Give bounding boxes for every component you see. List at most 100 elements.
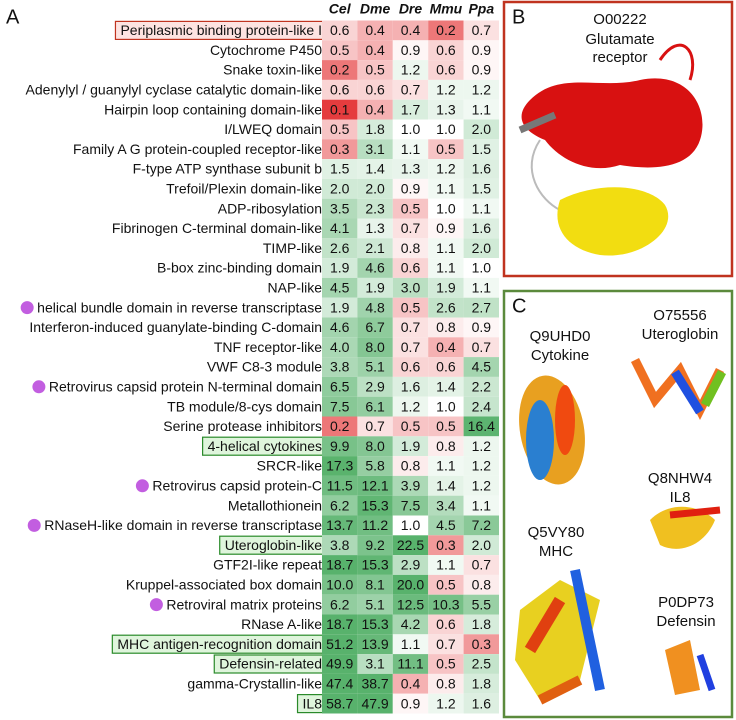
cell-value: 58.7 <box>326 695 353 711</box>
heat-cell <box>428 357 464 377</box>
heat-cell <box>392 238 429 259</box>
row-label: Retroviral matrix proteins <box>166 596 322 612</box>
cell-value: 2.0 <box>472 121 492 137</box>
cell-value: 1.3 <box>401 161 421 177</box>
heat-cell <box>463 79 499 100</box>
heat-cell <box>428 495 464 516</box>
cell-value: 2.0 <box>472 537 492 553</box>
heat-cell <box>357 357 393 377</box>
heat-cell <box>357 396 393 417</box>
row-label: B-box zinc-binding domain <box>157 260 322 276</box>
cell-value: 17.3 <box>326 458 353 474</box>
cell-value: 10.3 <box>432 596 459 612</box>
heat-cell <box>463 60 499 80</box>
cell-value: 18.7 <box>326 616 353 632</box>
panel-c: C Q9UHD0 Cytokine O75556 Uteroglobin Q8N… <box>502 289 734 719</box>
heat-cell <box>322 614 358 635</box>
cell-value: 22.5 <box>397 537 424 553</box>
heat-cell <box>463 218 499 239</box>
cell-value: 1.0 <box>436 121 456 137</box>
cell-value: 3.0 <box>401 280 421 296</box>
cell-value: 2.4 <box>472 398 492 414</box>
cell-value: 2.6 <box>436 299 456 315</box>
column-header: Mmu <box>430 1 463 17</box>
row-label: Interferon-induced guanylate-binding C-d… <box>29 319 322 335</box>
panel-b: B O00222 Glutamate receptor <box>502 0 734 278</box>
row-label: Adenylyl / guanylyl cyclase catalytic do… <box>26 82 323 98</box>
row-label: ADP-ribosylation <box>218 200 322 216</box>
cell-value: 15.3 <box>361 497 388 513</box>
cell-value: 18.7 <box>326 557 353 573</box>
cell-value: 0.5 <box>436 418 456 434</box>
heat-cell <box>392 555 429 575</box>
heat-cell <box>322 277 358 298</box>
heat-cell <box>322 238 358 259</box>
heat-cell <box>322 159 358 179</box>
cell-value: 0.5 <box>401 299 421 315</box>
heat-cell <box>463 396 499 417</box>
cell-value: 0.5 <box>330 42 350 58</box>
cell-value: 0.3 <box>436 537 456 553</box>
cell-value: 0.7 <box>436 636 456 652</box>
cell-value: 0.8 <box>436 319 456 335</box>
heat-cell <box>322 119 358 140</box>
heat-cell <box>428 119 464 140</box>
cell-value: 1.2 <box>436 161 456 177</box>
cell-value: 1.0 <box>436 200 456 216</box>
cell-value: 1.8 <box>472 616 492 632</box>
cell-value: 11.1 <box>397 656 423 672</box>
cell-value: 1.2 <box>436 695 456 711</box>
heat-cell <box>428 297 464 318</box>
heat-cell <box>357 79 393 100</box>
heat-cell <box>357 258 393 278</box>
heat-cell <box>428 20 464 41</box>
cell-value: 1.2 <box>436 82 456 98</box>
heat-cell <box>357 555 393 575</box>
cell-value: 8.1 <box>365 577 385 593</box>
cell-value: 1.2 <box>472 82 492 98</box>
cell-value: 8.0 <box>365 339 385 355</box>
heat-cell <box>322 693 358 714</box>
cell-value: 3.1 <box>365 656 385 672</box>
cell-value: 1.8 <box>365 121 385 137</box>
cell-value: 0.7 <box>401 220 421 236</box>
heat-cell <box>392 60 429 80</box>
heat-cell <box>322 218 358 239</box>
heat-cell <box>322 258 358 278</box>
cell-value: 9.9 <box>330 438 350 454</box>
heat-cell <box>322 139 358 160</box>
heat-cell <box>392 357 429 377</box>
heat-cell <box>463 277 499 298</box>
heat-cell <box>357 614 393 635</box>
heat-cell <box>322 178 358 199</box>
heat-cell <box>392 416 429 437</box>
cell-value: 0.9 <box>472 319 492 335</box>
row-label: GTF2I-like repeat <box>213 557 322 573</box>
protein-id: O75556 <box>653 307 706 324</box>
cell-value: 1.2 <box>472 458 492 474</box>
row-label: RNase A-like <box>241 616 322 632</box>
cell-value: 0.9 <box>401 42 421 58</box>
cell-value: 6.1 <box>365 398 385 414</box>
heat-cell <box>322 20 358 41</box>
heat-cell <box>392 654 429 674</box>
cell-value: 12.5 <box>397 596 424 612</box>
heat-cell <box>357 416 393 437</box>
cell-value: 1.5 <box>472 181 492 197</box>
cell-value: 0.5 <box>401 200 421 216</box>
cell-value: 1.1 <box>401 636 421 652</box>
heat-cell <box>357 40 393 61</box>
heat-cell <box>357 238 393 259</box>
heat-cell <box>428 456 464 476</box>
heat-cell <box>463 357 499 377</box>
heat-cell <box>357 535 393 556</box>
cell-value: 4.6 <box>330 319 350 335</box>
heat-cell <box>357 654 393 674</box>
column-header: Cel <box>329 1 352 17</box>
cell-value: 1.2 <box>472 438 492 454</box>
cell-value: 0.7 <box>472 339 492 355</box>
cell-value: 3.9 <box>401 478 421 494</box>
heat-cell <box>322 297 358 318</box>
heat-cell <box>428 178 464 199</box>
cell-value: 0.9 <box>436 220 456 236</box>
